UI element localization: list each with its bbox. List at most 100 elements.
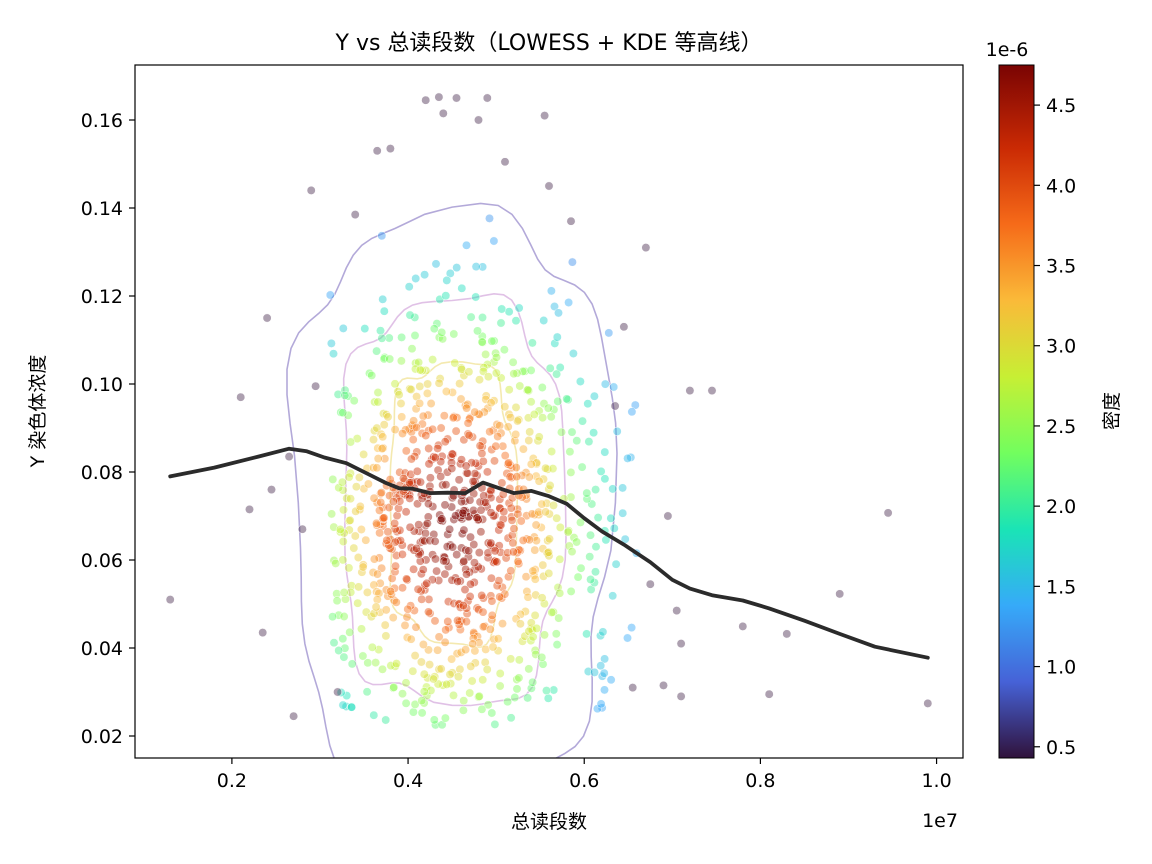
scatter-point bbox=[358, 560, 368, 570]
scatter-point bbox=[339, 652, 349, 662]
kde-contour-line bbox=[286, 202, 618, 758]
scatter-point bbox=[418, 640, 428, 649]
scatter-point bbox=[358, 562, 368, 572]
scatter-point bbox=[373, 454, 383, 464]
scatter-point bbox=[626, 452, 636, 462]
scatter-point bbox=[340, 385, 350, 395]
scatter-point bbox=[498, 441, 508, 451]
scatter-point bbox=[609, 523, 619, 533]
scatter-point bbox=[491, 441, 501, 451]
scatter-point bbox=[410, 312, 420, 322]
scatter-point bbox=[349, 396, 359, 406]
scatter-point bbox=[347, 659, 357, 669]
scatter-point bbox=[451, 426, 461, 436]
scatter-point bbox=[378, 664, 387, 674]
scatter-point bbox=[429, 452, 439, 462]
scatter-point bbox=[487, 610, 497, 620]
scatter-point bbox=[463, 418, 473, 428]
scatter-point bbox=[477, 337, 487, 347]
outlier-point bbox=[245, 504, 254, 514]
scatter-point bbox=[357, 624, 366, 634]
scatter-point bbox=[336, 688, 346, 697]
scatter-point bbox=[504, 307, 514, 317]
scatter-point bbox=[424, 645, 433, 655]
scatter-point bbox=[512, 472, 522, 482]
scatter-point bbox=[462, 240, 471, 250]
scatter-point bbox=[390, 425, 400, 435]
scatter-point bbox=[496, 373, 506, 383]
scatter-point bbox=[599, 668, 609, 678]
scatter-point bbox=[454, 508, 464, 518]
scatter-point bbox=[468, 476, 478, 486]
scatter-point bbox=[538, 560, 548, 570]
scatter-point bbox=[455, 664, 465, 674]
colorbar-offset-label: 1e-6 bbox=[986, 39, 1029, 61]
scatter-point bbox=[508, 357, 518, 367]
scatter-point bbox=[596, 466, 606, 476]
scatter-point bbox=[400, 468, 410, 478]
outlier-point bbox=[434, 92, 444, 102]
colorbar: 0.5 1.0 1.5 2.0 2.5 3.0 3.5 4.0 4.5 1e-6 密度 bbox=[986, 39, 1123, 759]
scatter-point bbox=[335, 527, 345, 537]
scatter-point bbox=[529, 409, 539, 419]
scatter-point bbox=[485, 213, 494, 223]
scatter-point bbox=[537, 499, 547, 509]
scatter-point bbox=[461, 564, 471, 574]
scatter-point bbox=[506, 412, 515, 422]
scatter-point bbox=[463, 468, 472, 478]
scatter-point bbox=[346, 437, 356, 447]
scatter-point bbox=[471, 262, 481, 272]
scatter-point bbox=[459, 556, 469, 566]
x-axis-label: 总读段数 bbox=[511, 811, 587, 833]
scatter-point bbox=[591, 485, 601, 495]
scatter-point bbox=[482, 665, 492, 674]
scatter-point bbox=[328, 612, 338, 622]
scatter-point bbox=[487, 708, 497, 718]
scatter-point bbox=[524, 664, 534, 674]
scatter-point bbox=[445, 268, 455, 278]
scatter-point bbox=[341, 594, 350, 604]
colorbar-tick-label: 3.0 bbox=[1046, 336, 1076, 358]
scatter-point bbox=[345, 627, 355, 637]
scatter-point bbox=[455, 576, 465, 586]
scatter-point bbox=[461, 461, 471, 471]
scatter-point bbox=[606, 513, 616, 523]
scatter-point bbox=[451, 511, 461, 521]
scatter-point bbox=[411, 404, 421, 414]
kde-contours bbox=[286, 202, 618, 758]
scatter-point bbox=[415, 381, 425, 391]
scatter-point bbox=[481, 644, 491, 654]
scatter-point bbox=[338, 323, 348, 333]
scatter-point bbox=[586, 530, 595, 540]
scatter-point bbox=[543, 536, 553, 546]
scatter-point bbox=[355, 501, 365, 511]
scatter-point bbox=[523, 693, 533, 703]
scatter-point bbox=[478, 607, 488, 617]
scatter-point bbox=[433, 443, 443, 453]
scatter-point bbox=[431, 259, 441, 269]
scatter-point bbox=[434, 378, 444, 388]
scatter-point bbox=[372, 595, 382, 605]
scatter-point bbox=[401, 678, 411, 688]
scatter-point bbox=[567, 547, 577, 557]
colorbar-tick-label: 3.5 bbox=[1046, 256, 1076, 278]
scatter-point bbox=[529, 571, 539, 580]
scatter-point bbox=[483, 548, 493, 558]
scatter-point bbox=[447, 654, 457, 664]
scatter-point bbox=[465, 495, 475, 505]
scatter-point bbox=[496, 547, 505, 557]
scatter-point bbox=[531, 471, 541, 481]
scatter-point bbox=[425, 473, 435, 483]
scatter-point bbox=[421, 555, 431, 565]
scatter-point bbox=[514, 545, 524, 555]
scatter-point bbox=[430, 453, 440, 463]
scatter-point bbox=[517, 470, 527, 480]
scatter-point bbox=[504, 498, 514, 508]
scatter-point bbox=[407, 427, 416, 437]
scatter-point bbox=[488, 642, 498, 652]
scatter-point bbox=[514, 303, 524, 313]
scatter-point bbox=[359, 484, 369, 494]
scatter-point bbox=[377, 231, 387, 241]
scatter-point bbox=[363, 479, 373, 489]
scatter-point bbox=[344, 516, 354, 526]
